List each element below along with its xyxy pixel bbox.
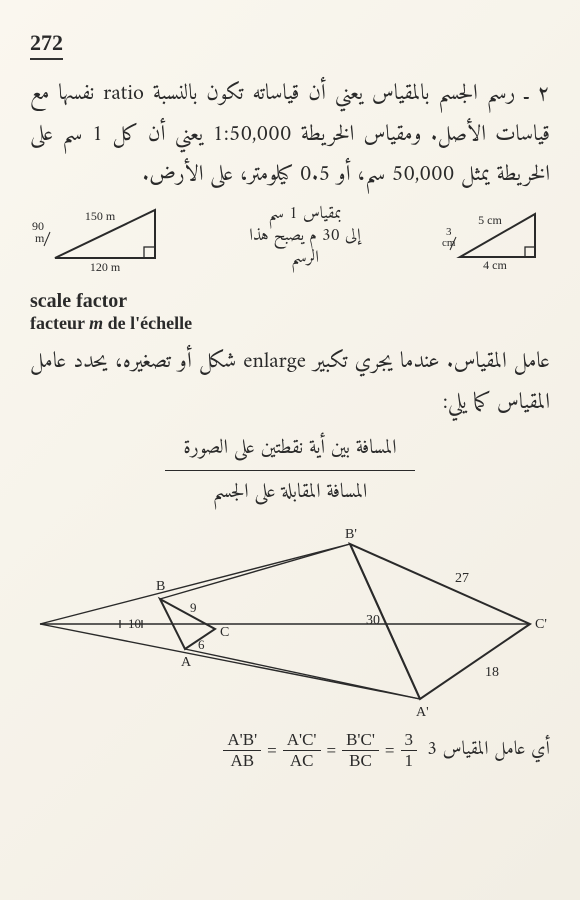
triangle-caption: بمقياس 1 سم إلى 30 م يصبح هذا الرسم xyxy=(230,203,380,269)
term-english: scale factor xyxy=(30,290,550,313)
eq-frac-4: 31 xyxy=(401,730,418,771)
definition-fraction: المسافة بين أية نقطتين على الصورة المساف… xyxy=(30,431,550,510)
triangle-big: 150 m 120 m 90 m xyxy=(30,200,170,272)
eq-frac-2: A'C'AC xyxy=(283,730,321,771)
tri-big-hyp: 150 m xyxy=(85,209,116,223)
triangle-illustration-row: 5 cm 4 cm 3 cm بمقياس 1 سم إلى 30 م يصبح… xyxy=(30,200,550,272)
label-ap: A' xyxy=(416,705,429,720)
eq-frac-1: A'B'AB xyxy=(223,730,261,771)
label-b: B xyxy=(156,579,165,594)
label-cp: C' xyxy=(535,617,547,632)
label-a: A xyxy=(181,655,192,670)
eq-frac-3: B'C'BC xyxy=(342,730,379,771)
tri-big-base: 120 m xyxy=(90,260,121,272)
label-bp: B' xyxy=(345,527,357,542)
tri-small-hyp: 5 cm xyxy=(478,213,502,227)
page-number: 272 xyxy=(30,30,63,60)
fraction-numerator: المسافة بين أية نقطتين على الصورة xyxy=(165,431,414,471)
label-apcp: 18 xyxy=(485,665,499,680)
tri-small-base: 4 cm xyxy=(483,258,507,270)
paragraph-2: عامل المقياس. عندما يجري تكبير enlarge ش… xyxy=(30,342,550,423)
label-bc: 9 xyxy=(190,600,197,615)
svg-text:m: m xyxy=(35,231,45,245)
label-apbp: 30 xyxy=(366,613,380,628)
label-ab: 10 xyxy=(128,616,141,631)
paragraph-1: ٢ ـ رسم الجسم بالمقياس يعني أن قياساته ت… xyxy=(30,74,550,196)
fraction-denominator: المسافة المقابلة على الجسم xyxy=(30,471,550,510)
enlargement-diagram: B A C 10 9 6 B' A' C' 30 27 18 xyxy=(30,524,550,724)
equation-row: أي عامل المقياس 3 A'B'AB = A'C'AC = B'C'… xyxy=(30,730,550,771)
label-c: C xyxy=(220,625,229,640)
term-french: facteur m de l'échelle xyxy=(30,313,550,334)
triangle-small: 5 cm 4 cm 3 cm xyxy=(440,202,550,270)
equation-lead: أي عامل المقياس 3 xyxy=(427,734,550,767)
label-ac: 6 xyxy=(198,637,205,652)
label-bpcp: 27 xyxy=(455,571,469,586)
svg-text:cm: cm xyxy=(442,237,456,249)
